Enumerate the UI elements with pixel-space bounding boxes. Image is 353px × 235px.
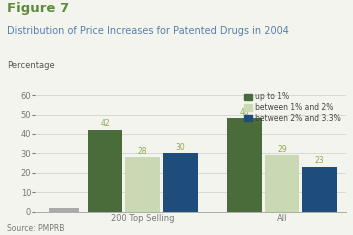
Bar	[125, 157, 160, 212]
Legend: up to 1%, between 1% and 2%, between 2% and 3.3%: up to 1%, between 1% and 2%, between 2% …	[243, 91, 342, 125]
Text: 29: 29	[277, 145, 287, 154]
Text: 48: 48	[240, 108, 249, 117]
Text: Distribution of Price Increases for Patented Drugs in 2004: Distribution of Price Increases for Pate…	[7, 26, 289, 36]
Text: Figure 7: Figure 7	[7, 2, 69, 15]
Text: 23: 23	[315, 156, 325, 165]
Bar	[303, 167, 337, 212]
Text: Percentage: Percentage	[7, 61, 55, 70]
Text: 42: 42	[100, 119, 110, 129]
Bar	[227, 118, 262, 212]
Text: Source: PMPRB: Source: PMPRB	[7, 224, 65, 233]
Text: 30: 30	[175, 143, 185, 152]
Bar	[88, 130, 122, 212]
Bar	[163, 153, 198, 212]
Text: 28: 28	[138, 147, 148, 156]
Bar	[49, 208, 79, 212]
Bar	[265, 155, 299, 212]
